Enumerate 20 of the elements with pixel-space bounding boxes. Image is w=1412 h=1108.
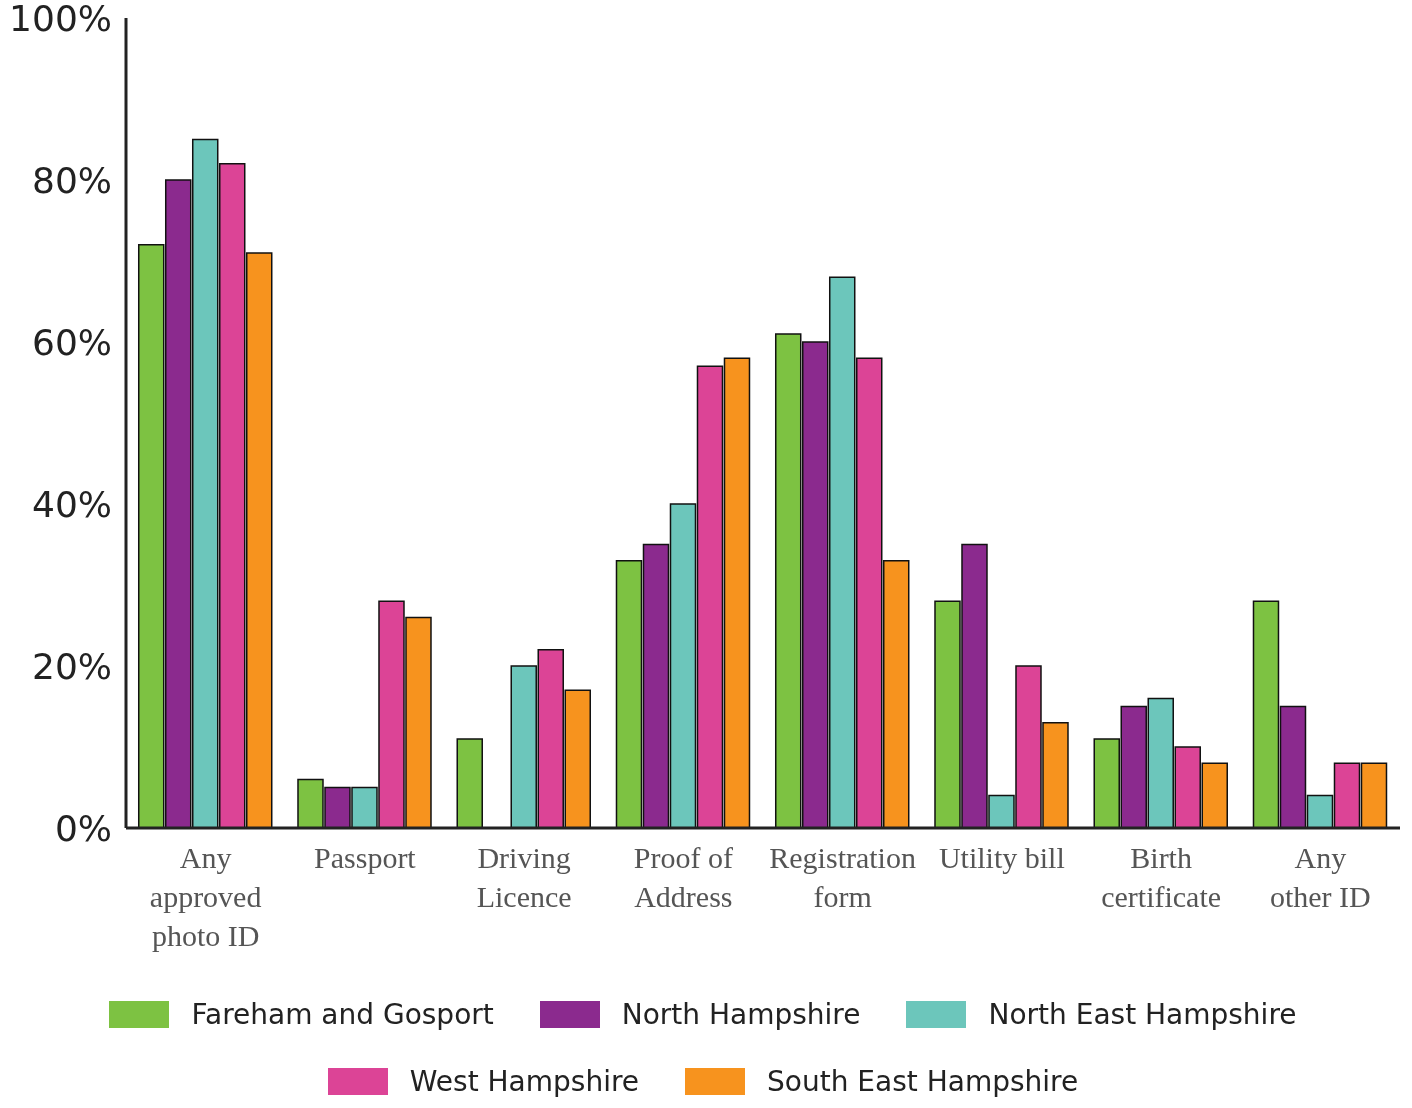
bar bbox=[456, 738, 483, 828]
x-tick-label: Utility bill bbox=[938, 841, 1065, 874]
y-tick-label: 100% bbox=[9, 0, 112, 39]
x-tick-label: Birth certificate bbox=[1101, 841, 1222, 913]
y-tick-label: 40% bbox=[31, 483, 112, 525]
x-tick-label: Any approved photo ID bbox=[149, 841, 262, 952]
y-tick-label: 80% bbox=[31, 159, 112, 201]
x-tick-label: Proof of Address bbox=[633, 841, 733, 913]
x-tick-label: Driving Licence bbox=[476, 841, 572, 913]
x-tick-label: Passport bbox=[314, 841, 417, 874]
y-tick-label: 60% bbox=[31, 321, 112, 363]
x-tick-label: Any other ID bbox=[1269, 841, 1371, 913]
legend-label: North Hampshire bbox=[621, 998, 861, 1031]
x-tick-label: Registration form bbox=[769, 841, 916, 913]
legend-label: Fareham and Gosport bbox=[191, 998, 494, 1031]
y-tick-label: 0% bbox=[54, 807, 112, 849]
y-tick-label: 20% bbox=[31, 645, 112, 687]
legend-label: North East Hampshire bbox=[988, 998, 1297, 1031]
legend-label: West Hampshire bbox=[409, 1065, 640, 1098]
legend-label: South East Hampshire bbox=[767, 1065, 1079, 1098]
